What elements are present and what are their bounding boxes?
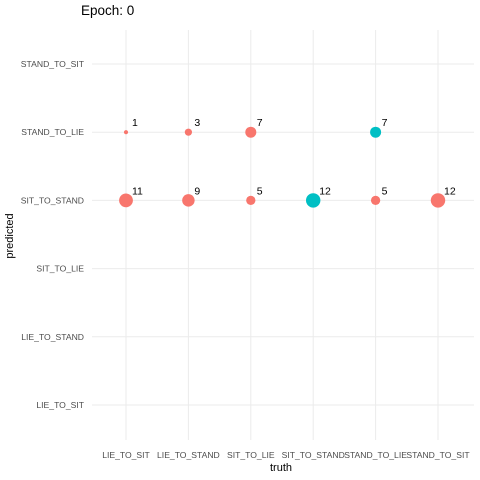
point-stand-to-lie-sit-to-stand	[370, 195, 381, 206]
data-points	[119, 126, 446, 208]
title-prefix: Epoch:	[81, 3, 124, 18]
point-stand-to-lie-stand-to-lie	[370, 126, 382, 138]
y-tick-label: STAND_TO_SIT	[21, 59, 85, 69]
x-tick-label: STAND_TO_LIE	[344, 450, 407, 460]
epoch-value: 0	[126, 3, 135, 18]
point-count-label: 3	[194, 117, 200, 129]
point-count-label: 5	[257, 185, 263, 197]
y-tick-label: STAND_TO_LIE	[21, 127, 84, 137]
point-sit-to-lie-stand-to-lie	[245, 126, 257, 138]
point-count-label: 7	[257, 117, 263, 129]
point-lie-to-stand-sit-to-stand	[182, 194, 195, 207]
point-sit-to-lie-sit-to-stand	[246, 195, 256, 206]
point-count-label: 9	[194, 185, 200, 197]
y-tick-label: LIE_TO_SIT	[36, 400, 84, 410]
x-axis-title: truth	[270, 462, 292, 474]
y-axis-title: predicted	[4, 213, 16, 258]
x-axis-ticks: LIE_TO_SIT LIE_TO_STAND SIT_TO_LIE SIT_TO_S…	[102, 450, 470, 460]
y-tick-label: SIT_TO_LIE	[36, 264, 84, 274]
point-sit-to-stand-sit-to-stand	[306, 193, 321, 208]
point-lie-to-sit-sit-to-stand	[119, 193, 133, 208]
point-count-label: 7	[382, 117, 388, 129]
point-count-label: 12	[444, 185, 456, 197]
x-tick-label: STAND_TO_SIT	[406, 450, 470, 460]
chart-title: Epoch: 0	[81, 3, 134, 18]
point-lie-to-stand-stand-to-lie	[184, 128, 192, 136]
point-lie-to-sit-stand-to-lie	[123, 130, 129, 135]
point-count-label: 11	[132, 185, 143, 197]
x-tick-label: SIT_TO_LIE	[227, 450, 275, 460]
x-tick-label: SIT_TO_STAND	[282, 450, 345, 460]
y-tick-label: SIT_TO_STAND	[21, 195, 84, 205]
data-labels: 1 3 7 7 11 9 5 12 5 12	[132, 117, 456, 197]
point-stand-to-sit-sit-to-stand	[430, 193, 446, 208]
point-count-label: 5	[382, 185, 388, 197]
y-tick-label: LIE_TO_STAND	[21, 332, 84, 342]
point-count-label: 12	[319, 185, 331, 197]
gridlines	[92, 30, 474, 440]
point-count-label: 1	[132, 117, 138, 129]
x-tick-label: LIE_TO_STAND	[157, 450, 220, 460]
y-axis-ticks: LIE_TO_SIT LIE_TO_STAND SIT_TO_LIE SIT_TO_S…	[21, 59, 85, 410]
x-tick-label: LIE_TO_SIT	[102, 450, 150, 460]
